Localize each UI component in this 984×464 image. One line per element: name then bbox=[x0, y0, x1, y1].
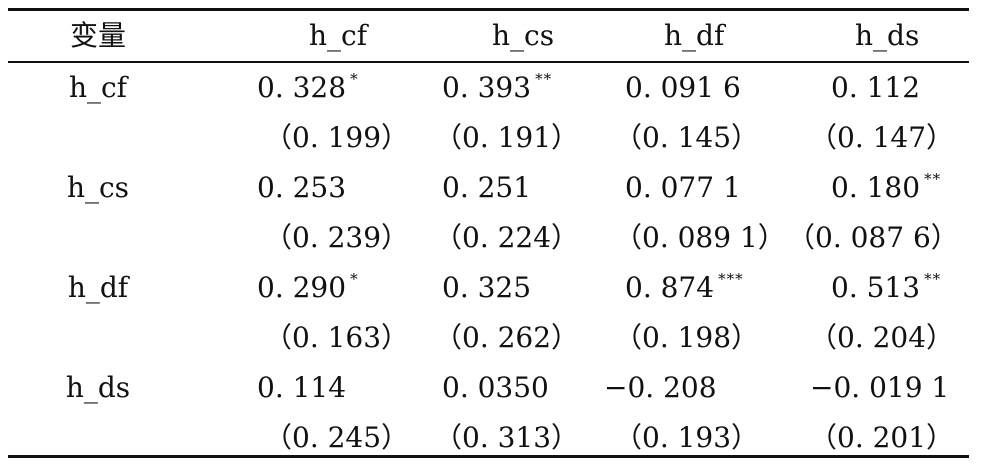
header-h-cf: h_cf bbox=[309, 19, 368, 52]
coef-row-h-ds: h_ds 0. 114 0. 0350 −0. 208 −0. 019 1 bbox=[8, 363, 969, 413]
coef-cell: 0. 253 bbox=[188, 163, 370, 213]
coef-value: 0. 251 bbox=[442, 170, 532, 204]
header-rule bbox=[8, 61, 969, 63]
row-label: h_cf bbox=[68, 70, 128, 104]
header-variable: 变量 bbox=[69, 19, 126, 52]
std-error: （0. 262） bbox=[434, 320, 580, 354]
regression-table: 变量 h_cf h_cs h_df h_ds h_cf 0. 328 * 0. 3… bbox=[8, 8, 969, 463]
coef-row-h-cf: h_cf 0. 328 * 0. 393 ** 0. 091 6 0. 112 bbox=[8, 63, 969, 113]
coef-cell: 0. 513 ** bbox=[742, 263, 969, 313]
std-error: （0. 198） bbox=[614, 320, 760, 354]
std-error: （0. 239） bbox=[264, 220, 410, 254]
coef-value: 0. 874 bbox=[625, 270, 715, 304]
header-h-cs: h_cs bbox=[492, 19, 555, 52]
std-error: （0. 199） bbox=[264, 120, 410, 154]
bottom-rule bbox=[8, 455, 969, 458]
row-label: h_cs bbox=[66, 170, 130, 204]
coef-value: 0. 513 bbox=[831, 270, 921, 304]
coef-row-h-df: h_df 0. 290 * 0. 325 0. 874 *** 0. 513 ** bbox=[8, 263, 969, 313]
coef-row-h-cs: h_cs 0. 253 0. 251 0. 077 1 0. 180 ** bbox=[8, 163, 969, 213]
coef-value: 0. 290 bbox=[257, 270, 347, 304]
std-error: （0. 163） bbox=[264, 320, 410, 354]
significance-stars: * bbox=[350, 69, 359, 88]
significance-stars: * bbox=[350, 269, 359, 288]
std-error: （0. 087 6） bbox=[787, 220, 959, 254]
coef-value: 0. 091 6 bbox=[625, 70, 741, 104]
coefficient-body: h_cf 0. 328 * 0. 393 ** 0. 091 6 0. 112 （0… bbox=[8, 63, 969, 463]
coef-value: −0. 019 1 bbox=[810, 370, 950, 404]
coef-cell: 0. 393 ** bbox=[370, 63, 552, 113]
row-label: h_df bbox=[67, 270, 129, 304]
row-label-empty bbox=[8, 213, 188, 263]
std-error: （0. 313） bbox=[434, 420, 580, 454]
se-row-h-df: （0. 163） （0. 262） （0. 198） （0. 204） bbox=[8, 313, 969, 363]
std-error: （0. 245） bbox=[264, 420, 410, 454]
std-error: （0. 201） bbox=[809, 420, 955, 454]
coef-cell: 0. 0350 bbox=[370, 363, 552, 413]
coefficient-table: 变量 h_cf h_cs h_df h_ds bbox=[8, 11, 969, 61]
std-error: （0. 193） bbox=[614, 420, 760, 454]
row-label-empty bbox=[8, 113, 188, 163]
row-label-empty bbox=[8, 313, 188, 363]
top-rule bbox=[8, 8, 969, 11]
coef-value: 0. 180 bbox=[831, 170, 921, 204]
coef-cell: 0. 290 * bbox=[188, 263, 370, 313]
significance-stars: ** bbox=[535, 69, 553, 88]
coef-cell: 0. 180 ** bbox=[742, 163, 969, 213]
coef-cell: −0. 208 bbox=[552, 363, 742, 413]
coef-cell: 0. 114 bbox=[188, 363, 370, 413]
coef-value: 0. 112 bbox=[831, 70, 921, 104]
coef-value: 0. 328 bbox=[257, 70, 347, 104]
coef-value: 0. 077 1 bbox=[625, 170, 741, 204]
coef-value: 0. 253 bbox=[257, 170, 347, 204]
coef-cell: 0. 251 bbox=[370, 163, 552, 213]
coef-value: 0. 114 bbox=[257, 370, 347, 404]
std-error: （0. 089 1） bbox=[614, 220, 786, 254]
row-label: h_ds bbox=[65, 370, 131, 404]
coef-value: −0. 208 bbox=[604, 370, 717, 404]
header-h-df: h_df bbox=[664, 19, 725, 52]
coef-cell: 0. 325 bbox=[370, 263, 552, 313]
coef-cell: 0. 091 6 bbox=[552, 63, 742, 113]
std-error: （0. 204） bbox=[809, 320, 955, 354]
significance-stars: ** bbox=[924, 269, 942, 288]
std-error: （0. 145） bbox=[614, 120, 760, 154]
coef-cell: 0. 874 *** bbox=[552, 263, 744, 313]
std-error: （0. 147） bbox=[809, 120, 955, 154]
std-error: （0. 191） bbox=[434, 120, 580, 154]
coef-value: 0. 393 bbox=[442, 70, 532, 104]
coef-cell: −0. 019 1 bbox=[742, 363, 969, 413]
coef-cell: 0. 328 * bbox=[188, 63, 370, 113]
se-row-h-cs: （0. 239） （0. 224） （0. 089 1） （0. 087 6） bbox=[8, 213, 969, 263]
header-h-ds: h_ds bbox=[855, 19, 920, 52]
se-row-h-ds: （0. 245） （0. 313） （0. 193） （0. 201） bbox=[8, 413, 969, 463]
significance-stars: ** bbox=[924, 169, 942, 188]
coef-value: 0. 0350 bbox=[442, 370, 549, 404]
coef-cell: 0. 077 1 bbox=[552, 163, 742, 213]
coef-value: 0. 325 bbox=[442, 270, 532, 304]
std-error: （0. 224） bbox=[434, 220, 580, 254]
coef-cell: 0. 112 bbox=[742, 63, 969, 113]
se-row-h-cf: （0. 199） （0. 191） （0. 145） （0. 147） bbox=[8, 113, 969, 163]
header-row: 变量 h_cf h_cs h_df h_ds bbox=[8, 11, 969, 61]
significance-stars: *** bbox=[718, 269, 744, 288]
